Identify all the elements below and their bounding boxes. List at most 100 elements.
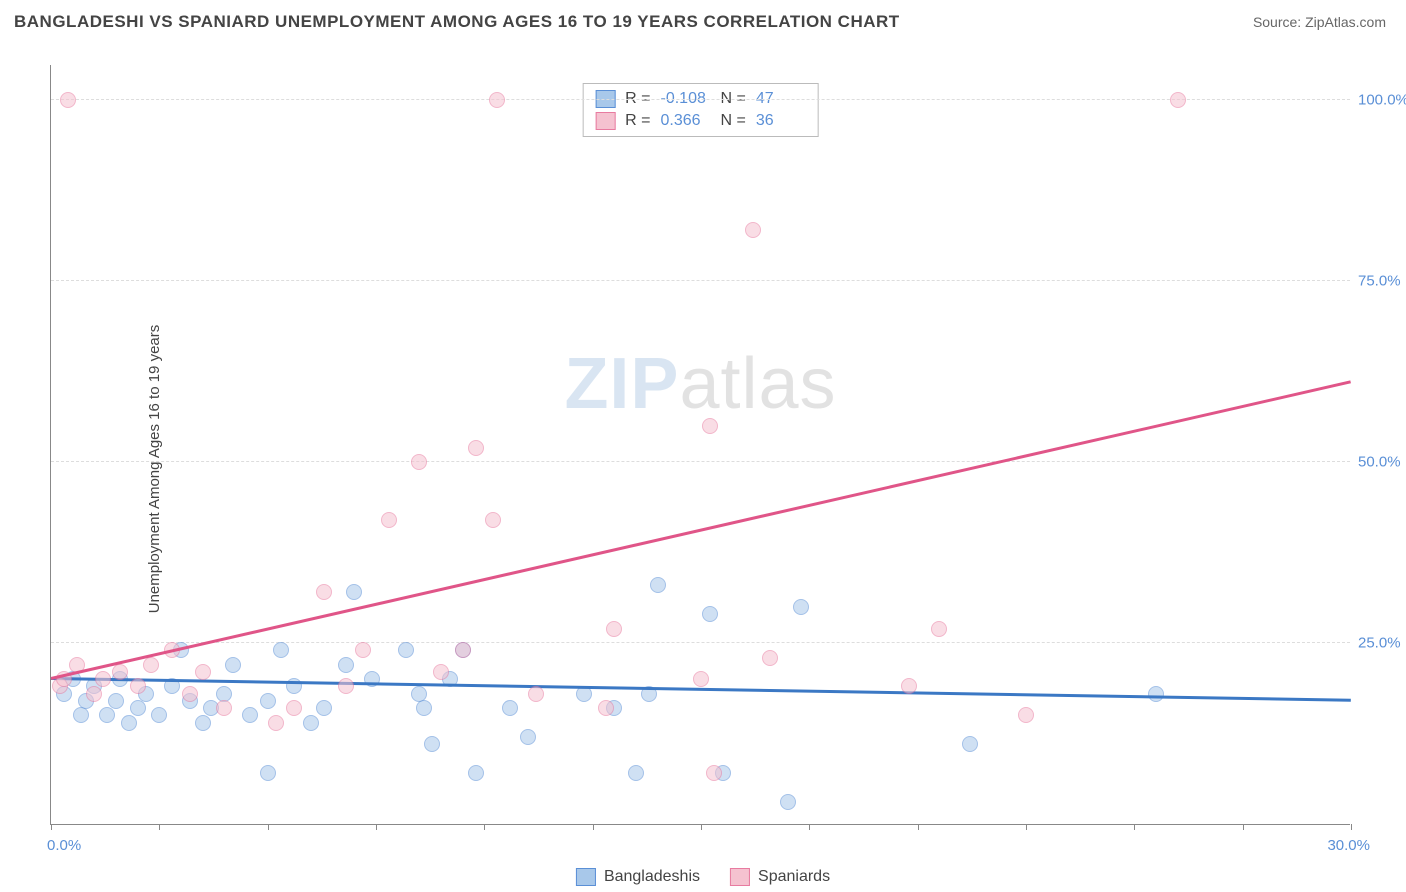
scatter-point	[598, 700, 614, 716]
scatter-point	[1148, 686, 1164, 702]
scatter-point	[489, 92, 505, 108]
x-tick	[51, 824, 52, 830]
chart-container: Unemployment Among Ages 16 to 19 years Z…	[0, 45, 1406, 892]
legend-item: Bangladeshis	[576, 868, 700, 886]
scatter-point	[260, 765, 276, 781]
scatter-point	[650, 577, 666, 593]
scatter-point	[962, 736, 978, 752]
scatter-point	[706, 765, 722, 781]
scatter-point	[468, 440, 484, 456]
scatter-point	[130, 678, 146, 694]
scatter-point	[273, 642, 289, 658]
scatter-point	[745, 222, 761, 238]
scatter-point	[381, 512, 397, 528]
scatter-point	[60, 92, 76, 108]
legend-swatch-spaniards	[730, 868, 750, 886]
stat-row: R = 0.366 N = 36	[589, 110, 812, 132]
scatter-point	[468, 765, 484, 781]
legend-swatch-bangladeshis	[576, 868, 596, 886]
x-tick	[268, 824, 269, 830]
scatter-point	[433, 664, 449, 680]
scatter-point	[520, 729, 536, 745]
n-label: N =	[721, 112, 746, 130]
scatter-point	[316, 700, 332, 716]
scatter-point	[225, 657, 241, 673]
scatter-point	[112, 664, 128, 680]
scatter-point	[502, 700, 518, 716]
x-tick	[701, 824, 702, 830]
source-attribution: Source: ZipAtlas.com	[1253, 14, 1386, 30]
scatter-point	[86, 686, 102, 702]
plot-area: ZIPatlas R = -0.108 N = 47 R = 0.366 N =…	[50, 65, 1350, 825]
scatter-point	[316, 584, 332, 600]
correlation-stats-box: R = -0.108 N = 47 R = 0.366 N = 36	[582, 83, 819, 137]
legend-label-spaniards: Spaniards	[758, 868, 830, 886]
scatter-point	[338, 678, 354, 694]
watermark-atlas: atlas	[679, 344, 836, 424]
scatter-point	[303, 715, 319, 731]
watermark-zip: ZIP	[564, 344, 679, 424]
x-tick	[376, 824, 377, 830]
scatter-point	[780, 794, 796, 810]
r-value-spaniards: 0.366	[661, 112, 711, 130]
scatter-point	[346, 584, 362, 600]
scatter-point	[606, 621, 622, 637]
scatter-point	[702, 418, 718, 434]
scatter-point	[411, 454, 427, 470]
x-tick	[1351, 824, 1352, 830]
x-tick	[593, 824, 594, 830]
scatter-point	[338, 657, 354, 673]
chart-title: BANGLADESHI VS SPANIARD UNEMPLOYMENT AMO…	[14, 12, 900, 32]
scatter-point	[95, 671, 111, 687]
scatter-point	[455, 642, 471, 658]
scatter-point	[416, 700, 432, 716]
scatter-point	[1170, 92, 1186, 108]
grid-line	[51, 99, 1350, 100]
chart-header: BANGLADESHI VS SPANIARD UNEMPLOYMENT AMO…	[0, 0, 1406, 40]
scatter-point	[195, 715, 211, 731]
scatter-point	[195, 664, 211, 680]
watermark: ZIPatlas	[564, 343, 836, 425]
x-tick	[484, 824, 485, 830]
scatter-point	[1018, 707, 1034, 723]
legend-item: Spaniards	[730, 868, 830, 886]
grid-line	[51, 642, 1350, 643]
scatter-point	[628, 765, 644, 781]
scatter-point	[355, 642, 371, 658]
x-tick	[809, 824, 810, 830]
scatter-point	[485, 512, 501, 528]
scatter-point	[286, 700, 302, 716]
x-tick-label: 0.0%	[47, 837, 81, 854]
scatter-point	[121, 715, 137, 731]
scatter-point	[793, 599, 809, 615]
scatter-point	[143, 657, 159, 673]
x-tick	[1243, 824, 1244, 830]
scatter-point	[424, 736, 440, 752]
scatter-point	[242, 707, 258, 723]
r-label: R =	[625, 112, 650, 130]
y-tick-label: 50.0%	[1358, 454, 1401, 471]
series-swatch-spaniards	[595, 112, 615, 130]
scatter-point	[398, 642, 414, 658]
y-tick-label: 25.0%	[1358, 635, 1401, 652]
y-tick-label: 75.0%	[1358, 273, 1401, 290]
scatter-point	[130, 700, 146, 716]
grid-line	[51, 280, 1350, 281]
x-tick	[1134, 824, 1135, 830]
scatter-point	[268, 715, 284, 731]
scatter-point	[528, 686, 544, 702]
y-tick-label: 100.0%	[1358, 92, 1406, 109]
legend-label-bangladeshis: Bangladeshis	[604, 868, 700, 886]
scatter-point	[693, 671, 709, 687]
bottom-legend: Bangladeshis Spaniards	[576, 868, 830, 886]
x-tick	[159, 824, 160, 830]
scatter-point	[182, 686, 198, 702]
scatter-point	[702, 606, 718, 622]
scatter-point	[99, 707, 115, 723]
scatter-point	[108, 693, 124, 709]
scatter-point	[151, 707, 167, 723]
scatter-point	[216, 700, 232, 716]
x-tick-label: 30.0%	[1327, 837, 1370, 854]
scatter-point	[931, 621, 947, 637]
x-tick	[918, 824, 919, 830]
